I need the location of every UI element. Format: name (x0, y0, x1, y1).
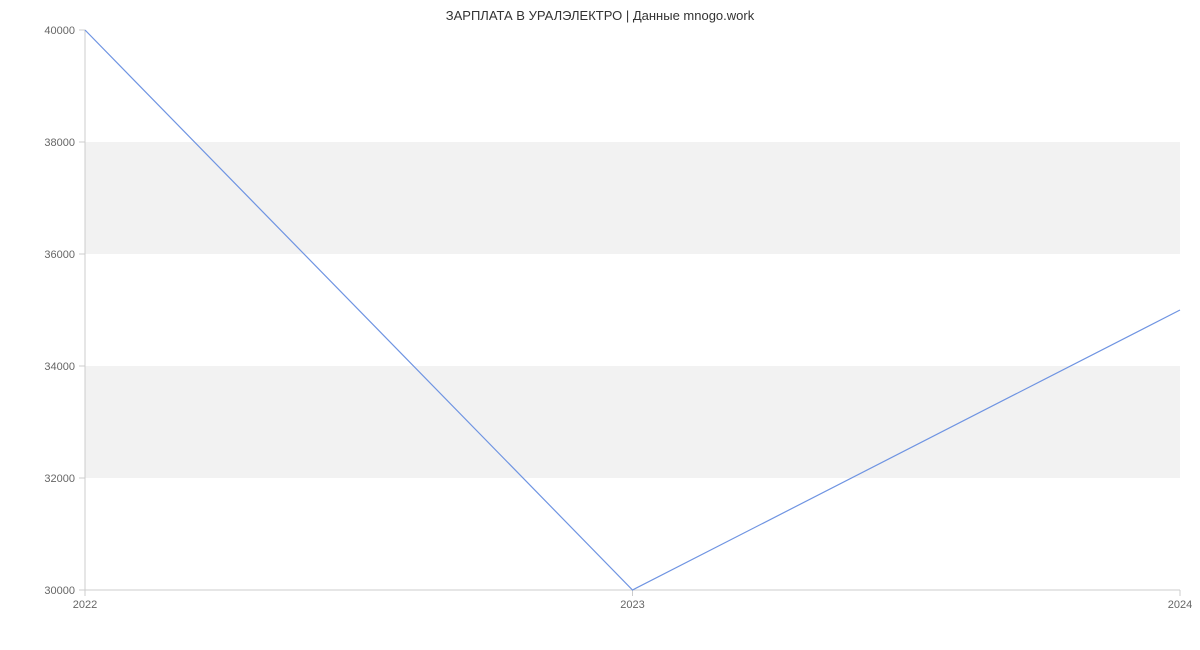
y-tick-label: 32000 (44, 473, 75, 485)
y-tick-label: 36000 (44, 249, 75, 261)
chart-area: 30000 32000 34000 36000 38000 40000 2022 2023 20… (0, 0, 1200, 650)
y-tick-label: 38000 (44, 137, 75, 149)
series-line (85, 30, 1180, 590)
x-tick-label: 2023 (620, 599, 644, 611)
chart-svg: 30000 32000 34000 36000 38000 40000 2022 2023 20… (0, 0, 1200, 650)
x-tick-label: 2024 (1168, 599, 1192, 611)
grid-band (85, 366, 1180, 478)
y-tick-label: 30000 (44, 585, 75, 597)
y-tick-label: 40000 (44, 25, 75, 37)
x-tick-label: 2022 (73, 599, 97, 611)
y-tick-label: 34000 (44, 361, 75, 373)
